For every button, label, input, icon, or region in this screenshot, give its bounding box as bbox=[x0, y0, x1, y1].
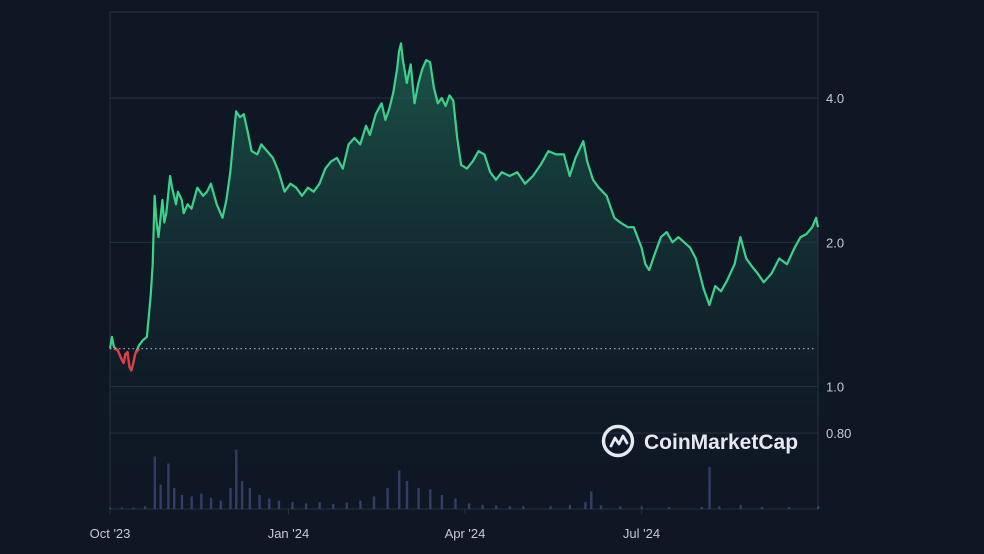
x-tick-label: Oct '23 bbox=[90, 526, 131, 541]
y-tick-label: 0.80 bbox=[826, 426, 851, 441]
price-area-fill bbox=[110, 43, 818, 510]
y-axis-ticks: 0.80 1.0 2.0 4.0 bbox=[826, 91, 851, 441]
y-tick-label: 4.0 bbox=[826, 91, 844, 106]
x-axis-ticks: Oct '23 Jan '24 Apr '24 Jul '24 bbox=[90, 509, 660, 541]
price-line[interactable] bbox=[108, 42, 820, 372]
price-line-below-baseline[interactable] bbox=[113, 347, 140, 372]
y-tick-label: 1.0 bbox=[826, 380, 844, 395]
x-tick-label: Jan '24 bbox=[268, 526, 310, 541]
y-tick-label: 2.0 bbox=[826, 235, 844, 250]
watermark-text: CoinMarketCap bbox=[644, 431, 798, 454]
x-tick-label: Jul '24 bbox=[623, 526, 660, 541]
coinmarketcap-logo-icon bbox=[601, 424, 635, 458]
volume-bar bbox=[817, 506, 820, 509]
x-tick-label: Apr '24 bbox=[445, 526, 486, 541]
coinmarketcap-watermark: CoinMarketCap bbox=[601, 424, 798, 458]
